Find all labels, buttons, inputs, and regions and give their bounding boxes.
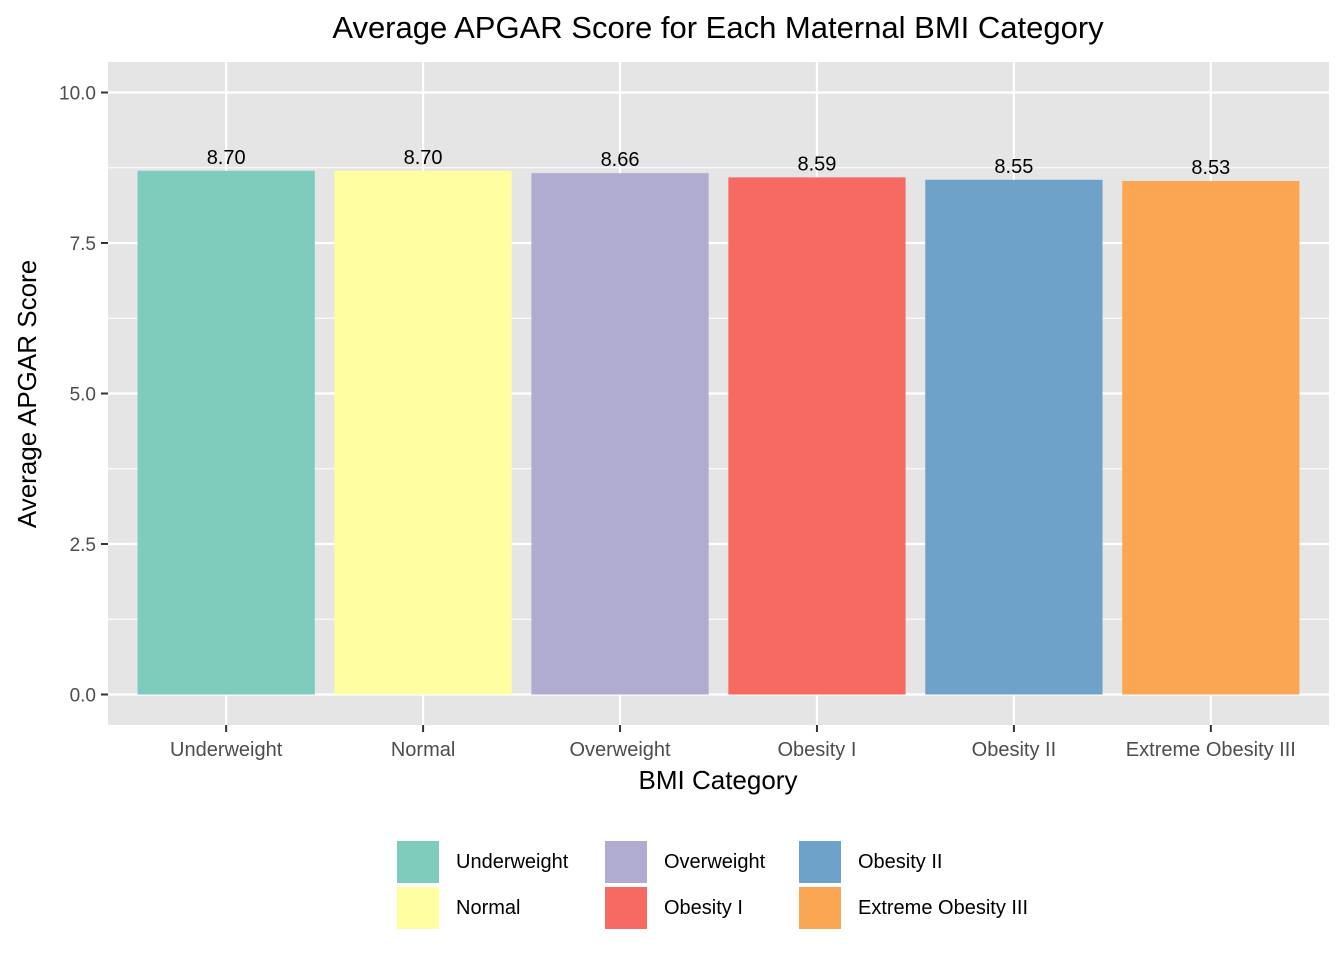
- bar-extreme-obesity-iii: [1122, 180, 1300, 695]
- x-tick-label: Extreme Obesity III: [1126, 739, 1296, 761]
- chart-title: Average APGAR Score for Each Maternal BM…: [332, 10, 1104, 45]
- bar-normal: [334, 170, 512, 695]
- bar-obesity-i: [728, 177, 906, 695]
- x-tick-label: Normal: [391, 739, 455, 761]
- x-tick-label: Overweight: [569, 739, 671, 761]
- x-tick-label: Obesity I: [778, 739, 857, 761]
- bar-value-label: 8.59: [797, 153, 836, 175]
- bar-value-label: 8.53: [1191, 157, 1230, 179]
- legend-swatch: [396, 840, 440, 884]
- bar-obesity-ii: [925, 179, 1103, 695]
- legend-swatch: [604, 840, 648, 884]
- x-axis: Underweight Normal Overweight Obesity I Obes…: [170, 725, 1296, 761]
- legend-swatch: [798, 840, 842, 884]
- bars: [137, 170, 1300, 695]
- x-tick-label: Obesity II: [972, 739, 1056, 761]
- legend-label: Obesity I: [664, 897, 743, 919]
- y-tick-label: 7.5: [70, 234, 96, 255]
- legend-swatch: [798, 886, 842, 930]
- bar-overweight: [531, 173, 709, 695]
- x-axis-title: BMI Category: [639, 765, 798, 795]
- legend-label: Underweight: [456, 851, 569, 873]
- legend-label: Overweight: [664, 851, 766, 873]
- bar-value-labels: 8.70 8.70 8.66 8.59 8.55 8.53: [207, 147, 1231, 179]
- bar-value-label: 8.70: [404, 147, 443, 169]
- x-tick-label: Underweight: [170, 739, 283, 761]
- legend-label: Obesity II: [858, 851, 943, 873]
- y-tick-label: 10.0: [59, 84, 96, 105]
- y-tick-label: 5.0: [70, 385, 96, 406]
- bar-underweight: [137, 170, 315, 695]
- legend-label: Normal: [456, 897, 521, 919]
- y-axis: 0.0 2.5 5.0 7.5 10.0: [59, 84, 108, 707]
- y-axis-title: Average APGAR Score: [12, 260, 42, 528]
- legend: Underweight Normal Overweight Obesity I Obes…: [396, 840, 1076, 932]
- y-tick-label: 2.5: [70, 535, 96, 556]
- y-tick-label: 0.0: [70, 686, 96, 707]
- legend-swatch: [604, 886, 648, 930]
- bar-value-label: 8.55: [994, 156, 1033, 178]
- bar-value-label: 8.66: [601, 149, 640, 171]
- legend-swatch: [396, 886, 440, 930]
- legend-label: Extreme Obesity III: [858, 897, 1029, 919]
- bar-value-label: 8.70: [207, 147, 246, 169]
